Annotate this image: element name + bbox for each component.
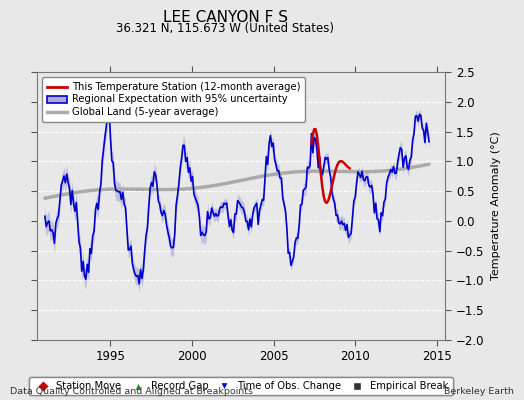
- Text: 36.321 N, 115.673 W (United States): 36.321 N, 115.673 W (United States): [116, 22, 334, 35]
- Y-axis label: Temperature Anomaly (°C): Temperature Anomaly (°C): [492, 132, 501, 280]
- Legend: Station Move, Record Gap, Time of Obs. Change, Empirical Break: Station Move, Record Gap, Time of Obs. C…: [29, 377, 453, 395]
- Text: Data Quality Controlled and Aligned at Breakpoints: Data Quality Controlled and Aligned at B…: [10, 387, 254, 396]
- Text: Berkeley Earth: Berkeley Earth: [444, 387, 514, 396]
- Text: LEE CANYON F S: LEE CANYON F S: [163, 10, 288, 25]
